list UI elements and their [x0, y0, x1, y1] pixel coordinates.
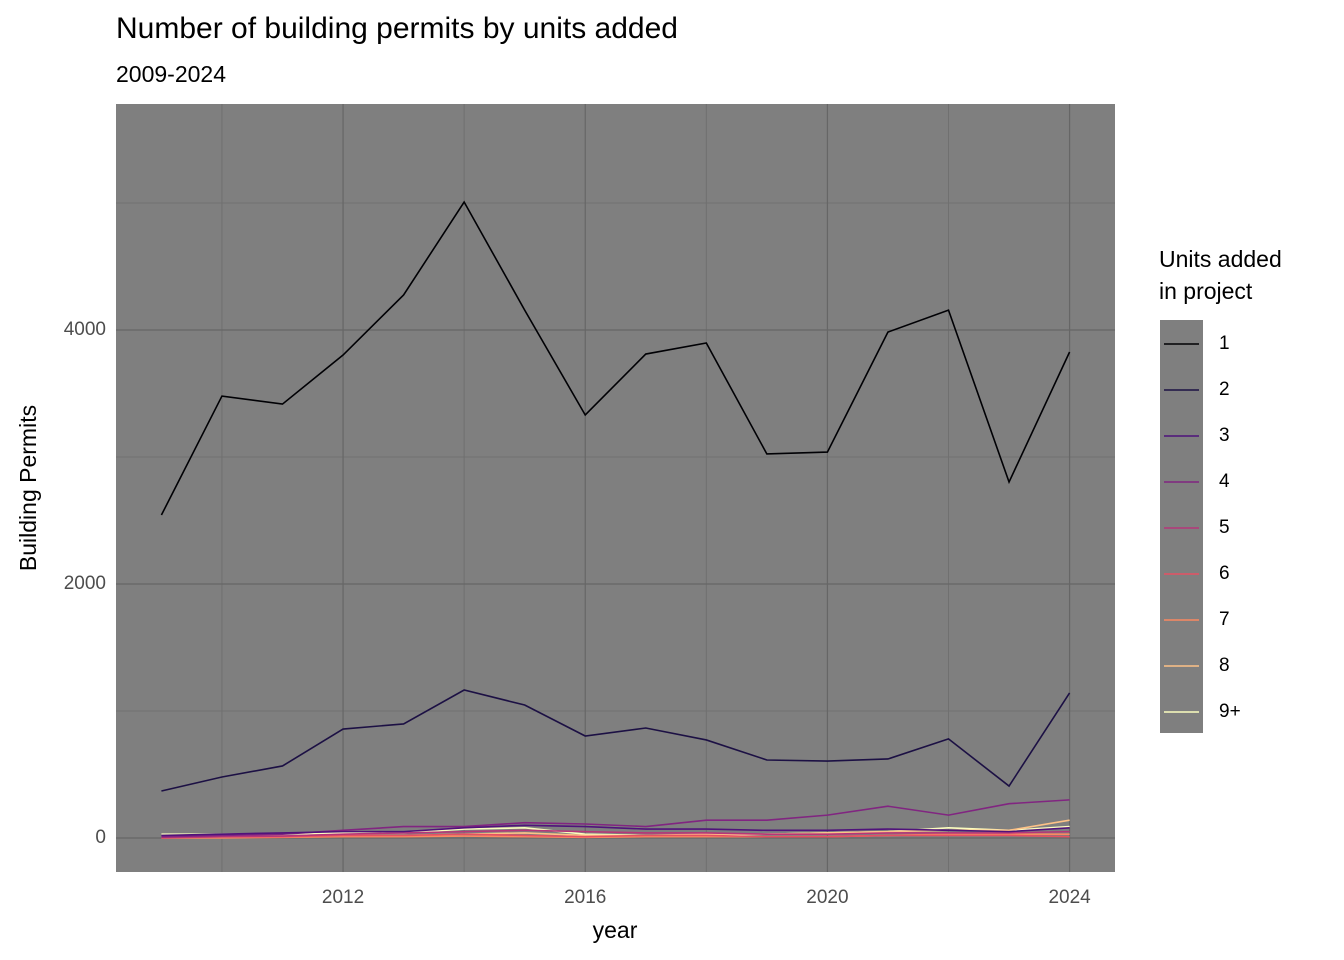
y-axis-title: Building Permits: [15, 405, 41, 571]
legend-label: 2: [1219, 379, 1230, 400]
legend-label: 5: [1219, 517, 1230, 538]
legend-label: 4: [1219, 471, 1230, 492]
x-tick-label: 2024: [1048, 887, 1091, 908]
y-tick-label: 4000: [64, 319, 106, 340]
legend-title: Units added: [1159, 246, 1282, 272]
legend-label: 8: [1219, 655, 1230, 676]
series-line: [161, 829, 1070, 839]
chart-title: Number of building permits by units adde…: [116, 12, 678, 45]
legend-label: 3: [1219, 425, 1230, 446]
chart-subtitle: 2009-2024: [116, 61, 226, 87]
x-tick-label: 2012: [322, 887, 364, 908]
legend-label: 6: [1219, 563, 1230, 584]
x-tick-label: 2016: [564, 887, 606, 908]
legend-key-background: [1160, 320, 1203, 733]
legend-label: 1: [1219, 333, 1230, 354]
legend-label: 7: [1219, 609, 1230, 630]
y-tick-label: 0: [95, 827, 106, 848]
series-line: [160, 200, 1071, 516]
series-line: [161, 833, 1070, 839]
x-tick-label: 2020: [806, 887, 848, 908]
plot-panel: [116, 104, 1115, 872]
x-axis-title: year: [593, 917, 638, 943]
y-tick-label: 2000: [64, 573, 106, 594]
series-line: [161, 824, 1070, 837]
legend-label: 9+: [1219, 701, 1241, 722]
series-line: [161, 689, 1071, 792]
legend-title: in project: [1159, 278, 1253, 304]
